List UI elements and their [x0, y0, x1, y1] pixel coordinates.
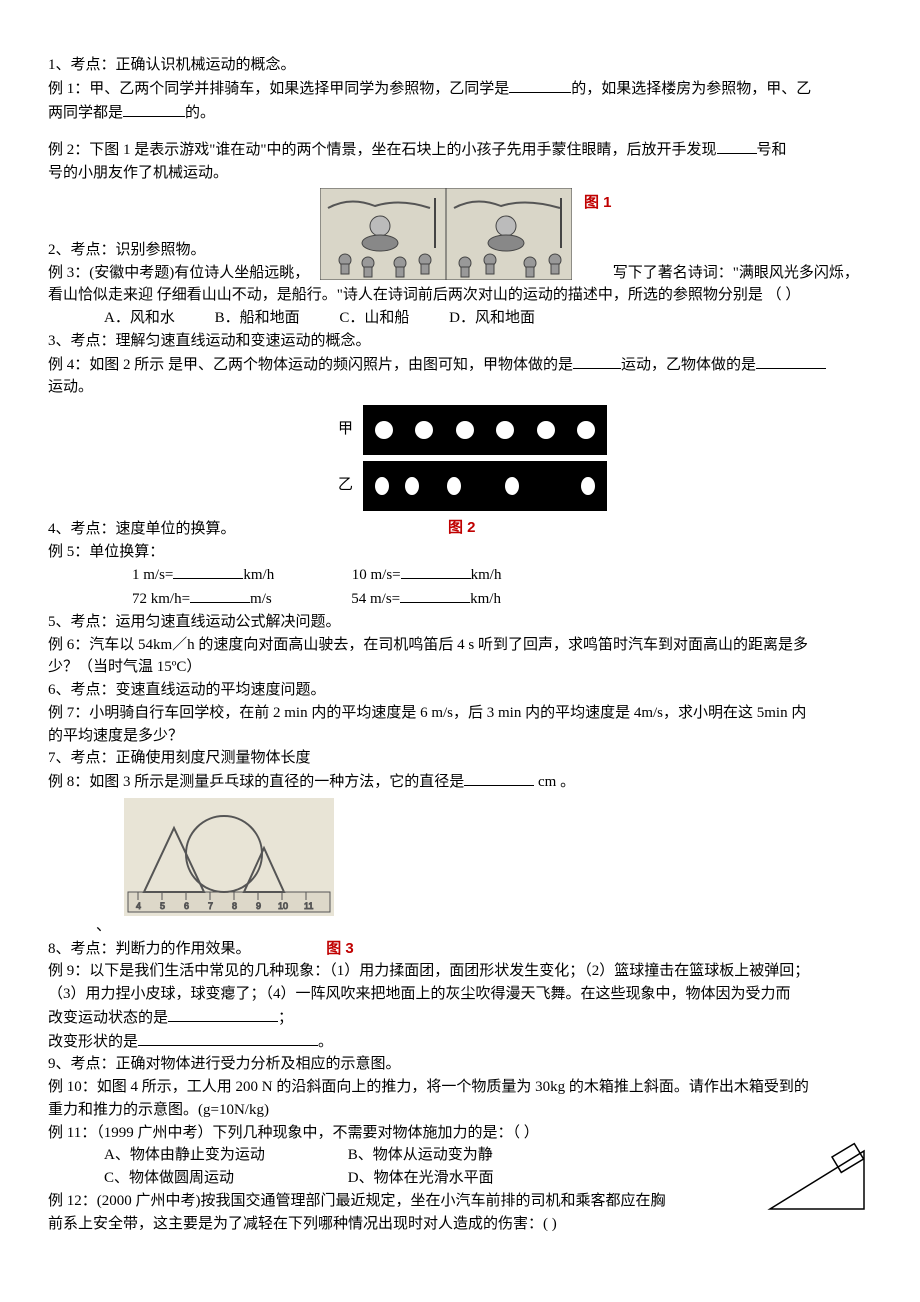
- figure-3-row: 、: [96, 916, 872, 938]
- text: 看山恰似走来迎 仔细看山山不动，是船行。"诗人在诗词前后两次对山的运动的描述中，…: [48, 287, 763, 303]
- q7-kaodian: 7、考点：正确使用刻度尺测量物体长度: [48, 748, 872, 770]
- text: 54 m/s=: [351, 591, 400, 607]
- blank[interactable]: [168, 1007, 278, 1022]
- text: 号和: [757, 142, 787, 158]
- q3-ex4-tail: 运动。: [48, 377, 872, 399]
- q4-row2: 72 km/h= m/s 54 m/s= km/h: [48, 588, 872, 611]
- text: ；: [278, 1010, 293, 1026]
- figure-1: [320, 188, 572, 280]
- blank[interactable]: [190, 588, 250, 603]
- option-b[interactable]: B．船和地面: [215, 308, 300, 330]
- text: 的。: [185, 105, 215, 121]
- text: m/s: [250, 591, 272, 607]
- text: 例 2：下图 1 是表示游戏"谁在动"中的两个情景，坐在石块上的小孩子先用手蒙住…: [48, 142, 717, 158]
- svg-text:4: 4: [136, 901, 141, 911]
- text: 72 km/h=: [132, 591, 190, 607]
- svg-text:6: 6: [184, 901, 189, 911]
- text: （ ）: [767, 287, 801, 303]
- q6-ex7b: 的平均速度是多少？: [48, 726, 872, 748]
- blank[interactable]: [509, 78, 571, 93]
- q7-ex8: 例 8：如图 3 所示是测量乒乓球的直径的一种方法，它的直径是 cm 。: [48, 771, 872, 794]
- q5-ex6b: 少？（当时气温 15ºC）: [48, 657, 872, 679]
- text: 两同学都是: [48, 105, 123, 121]
- q9-ex10a: 例 10：如图 4 所示，工人用 200 N 的沿斜面向上的推力，将一个物质量为…: [48, 1077, 872, 1099]
- q1-ex1-line1: 例 1：甲、乙两个同学并排骑车，如果选择甲同学为参照物，乙同学是 的，如果选择楼房…: [48, 78, 872, 101]
- text: 例 4：如图 2 所示 是甲、乙两个物体运动的频闪照片，由图可知，甲物体做的是: [48, 357, 573, 373]
- option-c[interactable]: C．山和船: [339, 308, 409, 330]
- text: 例 1：甲、乙两个同学并排骑车，如果选择甲同学为参照物，乙同学是: [48, 81, 509, 97]
- blank[interactable]: [400, 588, 470, 603]
- blank[interactable]: [717, 139, 757, 154]
- q4-ex5: 例 5：单位换算：: [48, 542, 872, 564]
- q8-ex9b: （3）用力捏小皮球，球变瘪了；（4）一阵风吹来把地面上的灰尘吹得漫天飞舞。在这些…: [48, 984, 872, 1006]
- figure-3-label: 图 3: [326, 940, 354, 957]
- text: km/h: [471, 567, 502, 583]
- option-a[interactable]: A、物体由静止变为运动: [104, 1145, 344, 1167]
- q3-ex4: 例 4：如图 2 所示 是甲、乙两个物体运动的频闪照片，由图可知，甲物体做的是 运…: [48, 354, 872, 377]
- svg-text:9: 9: [256, 901, 261, 911]
- svg-text:8: 8: [232, 901, 237, 911]
- q6-ex7a: 例 7：小明骑自行车回学校，在前 2 min 内的平均速度是 6 m/s，后 3…: [48, 703, 872, 725]
- option-a[interactable]: A．风和水: [104, 308, 175, 330]
- q4-row1: 1 m/s= km/h 10 m/s= km/h: [48, 564, 872, 587]
- text: 例 8：如图 3 所示是测量乒乓球的直径的一种方法，它的直径是: [48, 774, 464, 790]
- blank[interactable]: [173, 564, 243, 579]
- q9-ex10b: 重力和推力的示意图。(g=10N/kg): [48, 1100, 872, 1122]
- text: 。: [318, 1034, 333, 1050]
- q8-kaodian-row: 8、考点：判断力的作用效果。 图 3: [48, 938, 872, 961]
- q9-opts-row2: C、物体做圆周运动 D、物体在光滑水平面: [48, 1168, 756, 1190]
- q8-kaodian: 8、考点：判断力的作用效果。: [48, 941, 251, 957]
- svg-text:5: 5: [160, 901, 165, 911]
- q1-kaodian: 1、考点：正确认识机械运动的概念。: [48, 55, 872, 77]
- q5-ex6a: 例 6：汽车以 54km／h 的速度向对面高山驶去，在司机鸣笛后 4 s 听到了…: [48, 635, 872, 657]
- blank[interactable]: [573, 354, 621, 369]
- q6-kaodian: 6、考点：变速直线运动的平均速度问题。: [48, 680, 872, 702]
- text: cm 。: [534, 774, 575, 790]
- q1-ex1-line2: 两同学都是 的。: [48, 102, 872, 125]
- text: 运动，乙物体做的是: [621, 357, 756, 373]
- blank[interactable]: [401, 564, 471, 579]
- blank[interactable]: [138, 1031, 318, 1046]
- q3-kaodian: 3、考点：理解匀速直线运动和变速运动的概念。: [48, 331, 872, 353]
- svg-text:7: 7: [208, 901, 213, 911]
- q8-ex9c: 改变运动状态的是 ；: [48, 1007, 872, 1030]
- q9-kaodian: 9、考点：正确对物体进行受力分析及相应的示意图。: [48, 1054, 872, 1076]
- text: 1 m/s=: [132, 567, 173, 583]
- text: 改变形状的是: [48, 1034, 138, 1050]
- option-c[interactable]: C、物体做圆周运动: [104, 1168, 344, 1190]
- option-b[interactable]: B、物体从运动变为静: [348, 1147, 493, 1163]
- svg-text:11: 11: [304, 901, 313, 911]
- q9-ex11: 例 11：（1999 广州中考）下列几种现象中，不需要对物体施加力的是：（ ）: [48, 1123, 756, 1145]
- q8-ex9e: 改变形状的是 。: [48, 1031, 872, 1054]
- q2-options: A．风和水 B．船和地面 C．山和船 D．风和地面: [48, 308, 872, 330]
- text: 10 m/s=: [352, 567, 401, 583]
- text: 改变运动状态的是: [48, 1010, 168, 1026]
- label-yi: 乙: [338, 475, 353, 497]
- figure-3: 4 5 6 7 8 9 10 11: [124, 798, 872, 916]
- q1-ex2-line1: 例 2：下图 1 是表示游戏"谁在动"中的两个情景，坐在石块上的小孩子先用手蒙住…: [48, 139, 872, 162]
- label-jia: 甲: [338, 419, 353, 441]
- figure-4-incline: [762, 1129, 872, 1217]
- text: km/h: [470, 591, 501, 607]
- option-d[interactable]: D、物体在光滑水平面: [348, 1170, 494, 1186]
- q5-kaodian: 5、考点：运用匀速直线运动公式解决问题。: [48, 612, 872, 634]
- blank[interactable]: [756, 354, 826, 369]
- q9-ex12b: 前系上安全带，这主要是为了减轻在下列哪种情况出现时对人造成的伤害：( ): [48, 1214, 756, 1236]
- option-d[interactable]: D．风和地面: [449, 308, 535, 330]
- q9-ex12a: 例 12：(2000 广州中考)按我国交通管理部门最近规定，坐在小汽车前排的司机…: [48, 1191, 756, 1213]
- q9-opts-row1: A、物体由静止变为运动 B、物体从运动变为静: [48, 1145, 756, 1167]
- q2-ex3-line2: 看山恰似走来迎 仔细看山山不动，是船行。"诗人在诗词前后两次对山的运动的描述中，…: [48, 285, 872, 307]
- text: km/h: [243, 567, 274, 583]
- text: 的，如果选择楼房为参照物，甲、乙: [571, 81, 811, 97]
- q1-ex2-line2: 号的小朋友作了机械运动。: [48, 163, 872, 185]
- blank[interactable]: [123, 102, 185, 117]
- svg-text:10: 10: [278, 901, 288, 911]
- blank[interactable]: [464, 771, 534, 786]
- figure-1-label: 图 1: [584, 192, 612, 214]
- q8-ex9a: 例 9：以下是我们生活中常见的几种现象：（1）用力揉面团，面团形状发生变化；（2…: [48, 961, 872, 983]
